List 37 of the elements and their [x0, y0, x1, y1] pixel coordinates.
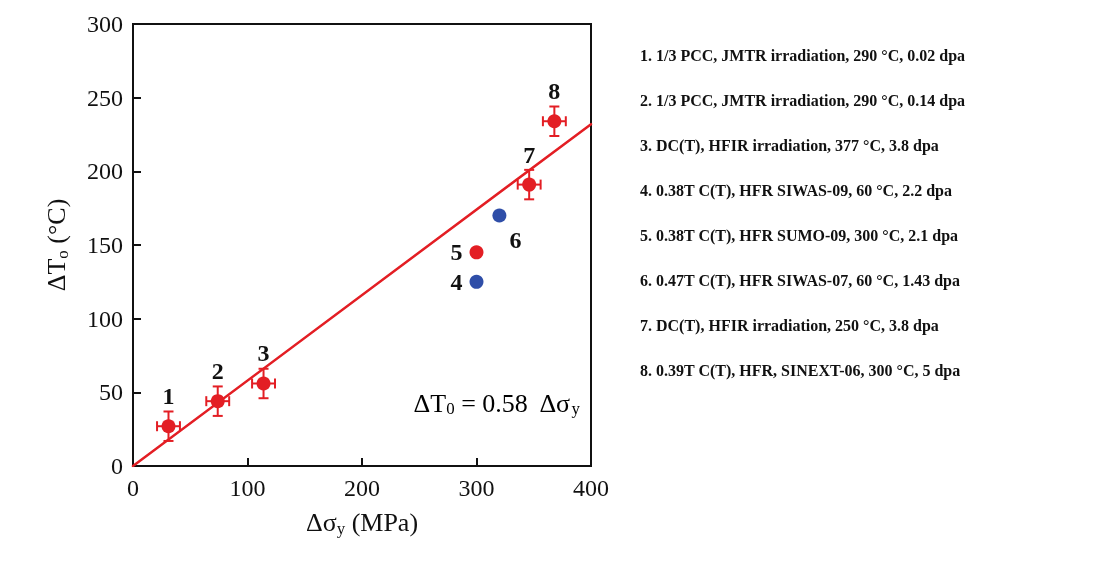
x-tick-label: 300: [458, 475, 495, 501]
annotation: 1: [162, 383, 175, 410]
point: [256, 376, 271, 391]
annotation: 3: [257, 340, 270, 367]
text: 2. 1/3 PCC, JMTR irradiation, 290 °C, 0.14 dpa: [640, 91, 966, 110]
x-tick-label: 400: [573, 475, 609, 501]
annotation: 2: [211, 358, 224, 385]
y-tick-label: 300: [87, 11, 123, 37]
annotation: 8: [548, 78, 561, 105]
y-tick-label: 50: [99, 379, 123, 406]
annotation: 7: [523, 141, 536, 168]
text: 1. 1/3 PCC, JMTR irradiation, 290 °C, 0.02 dpa: [640, 46, 966, 65]
point: [492, 208, 507, 223]
text: 3. DC(T), HFIR irradiation, 377 °C, 3.8 dpa: [640, 136, 939, 155]
text: 7. DC(T), HFIR irradiation, 250 °C, 3.8 dpa: [640, 316, 939, 335]
point: [469, 274, 484, 289]
y-tick-label: 100: [87, 305, 123, 332]
point: [161, 419, 176, 434]
point: [522, 177, 537, 192]
annotation: 6: [509, 226, 522, 253]
annotation: 5: [450, 239, 463, 266]
y-tick-label: 250: [87, 84, 123, 111]
y-tick-label: 0: [111, 453, 123, 479]
y-tick-label: 150: [87, 232, 123, 258]
text: 4. 0.38T C(T), HFR SIWAS-09, 60 °C, 2.2 dpa: [640, 181, 952, 200]
x-tick-label: 0: [127, 475, 139, 501]
text: 8. 0.39T C(T), HFR, SINEXT-06, 300 °C, 5 dpa: [640, 361, 961, 380]
point: [547, 114, 562, 129]
text: 5. 0.38T C(T), HFR SUMO-09, 300 °C, 2.1 dpa: [640, 226, 959, 245]
annotation: 4: [450, 268, 463, 295]
point: [210, 394, 225, 409]
point: [469, 245, 484, 260]
y-tick-label: 200: [87, 158, 123, 185]
x-tick-label: 100: [229, 475, 266, 501]
x-tick-label: 200: [344, 475, 380, 501]
y-axis-title: ΔTo (°C): [42, 198, 72, 292]
text: 6. 0.47T C(T), HFR SIWAS-07, 60 °C, 1.43 dpa: [640, 271, 960, 290]
